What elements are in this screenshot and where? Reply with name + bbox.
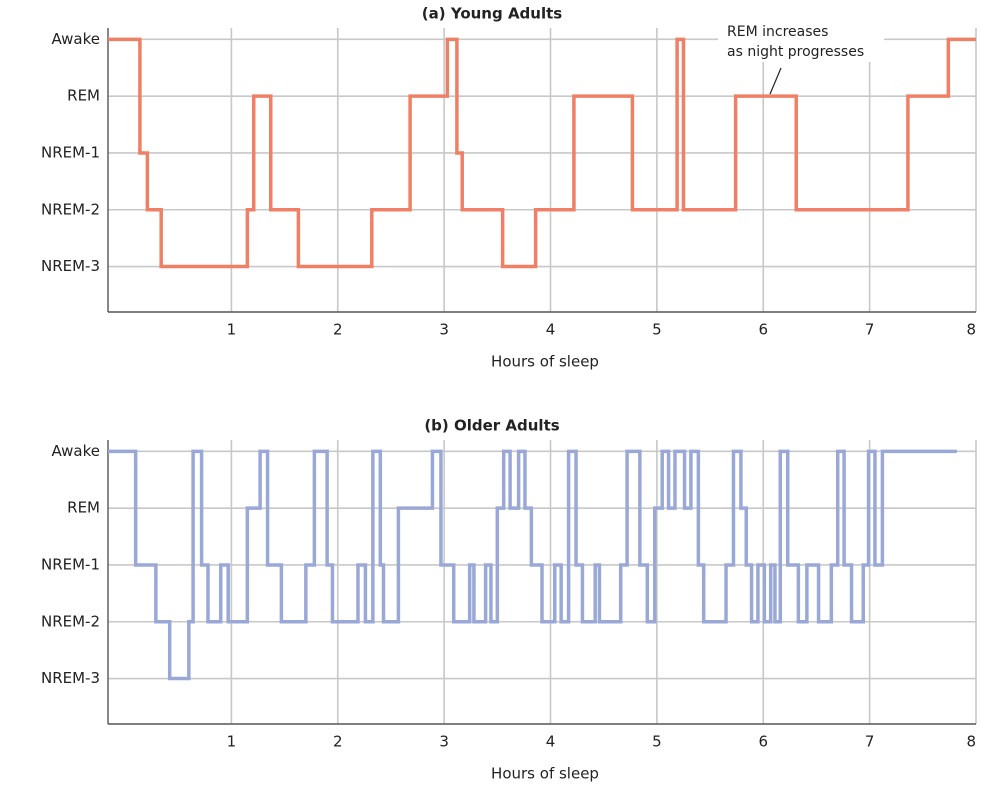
annotation-leader — [769, 67, 782, 95]
y-tick-label: NREM-2 — [41, 200, 100, 218]
x-tick-label: 3 — [439, 321, 449, 339]
annotation-box — [718, 20, 884, 62]
x-tick-label: 2 — [333, 733, 343, 751]
chart-title: (a) Young Adults — [422, 5, 562, 23]
y-tick-label: NREM-2 — [41, 612, 100, 630]
x-tick-label: 7 — [865, 733, 875, 751]
sleep-trace — [108, 37, 976, 269]
x-tick-label: 4 — [546, 321, 556, 339]
y-tick-label: NREM-3 — [41, 669, 100, 687]
x-tick-label: 4 — [546, 733, 556, 751]
annotation: as night progresses — [727, 44, 864, 60]
annotation: REM increases — [727, 24, 828, 40]
x-tick-label: 1 — [227, 321, 237, 339]
x-tick-label: 5 — [652, 733, 662, 751]
x-tick-label: 3 — [439, 733, 449, 751]
x-tick-label: 8 — [966, 321, 976, 339]
x-tick-label: 5 — [652, 321, 662, 339]
x-axis-label: Hours of sleep — [491, 765, 599, 783]
y-tick-label: REM — [67, 87, 100, 105]
x-axis-label: Hours of sleep — [491, 353, 599, 371]
x-tick-label: 6 — [758, 321, 768, 339]
x-tick-label: 7 — [865, 321, 875, 339]
x-tick-label: 1 — [227, 733, 237, 751]
x-tick-label: 6 — [758, 733, 768, 751]
x-tick-label: 2 — [333, 321, 343, 339]
chart-title: (b) Older Adults — [424, 417, 559, 435]
y-tick-label: REM — [67, 499, 100, 517]
y-tick-label: Awake — [52, 30, 101, 48]
x-tick-label: 8 — [966, 733, 976, 751]
y-tick-label: NREM-1 — [41, 555, 100, 573]
y-tick-label: Awake — [52, 442, 101, 460]
y-tick-label: NREM-3 — [41, 257, 100, 275]
sleep-trace — [108, 449, 957, 681]
y-tick-label: NREM-1 — [41, 143, 100, 161]
